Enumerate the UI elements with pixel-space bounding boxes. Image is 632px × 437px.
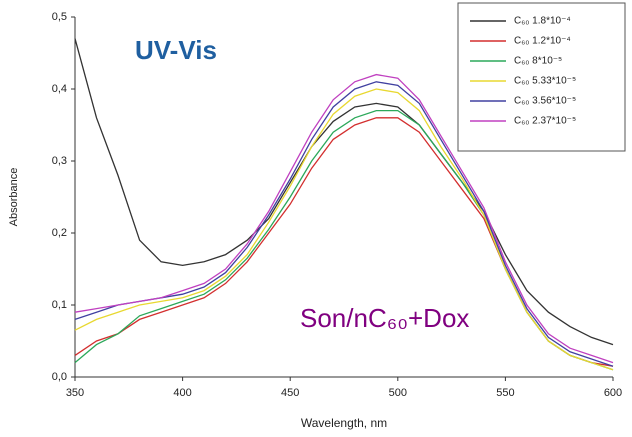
y-tick-label: 0,1 <box>52 299 67 311</box>
x-tick-label: 550 <box>496 387 514 399</box>
series-line <box>74 73 614 364</box>
legend-label: C₆₀ 2.37*10⁻⁵ <box>514 116 576 127</box>
x-tick-label: 500 <box>389 387 407 399</box>
legend-box <box>457 2 626 152</box>
y-axis-label: Absorbance <box>8 168 20 227</box>
series-line <box>74 88 614 371</box>
x-tick-label: 450 <box>281 387 299 399</box>
legend-label: C₆₀ 8*10⁻⁵ <box>514 56 562 67</box>
legend-label: C₆₀ 1.8*10⁻⁴ <box>514 16 571 27</box>
x-tick-label: 350 <box>66 387 84 399</box>
legend-label: C₆₀ 3.56*10⁻⁵ <box>514 96 576 107</box>
x-tick-label: 600 <box>604 387 622 399</box>
y-tick-label: 0,5 <box>52 11 67 23</box>
x-axis-label: Wavelength, nm <box>301 416 387 430</box>
legend-label: C₆₀ 5.33*10⁻⁵ <box>514 76 576 87</box>
series-line <box>74 38 614 346</box>
title-annotation: UV-Vis <box>135 35 217 65</box>
y-tick-label: 0,2 <box>52 227 67 239</box>
y-tick-label: 0,0 <box>52 371 67 383</box>
y-tick-label: 0,3 <box>52 155 67 167</box>
x-tick-label: 400 <box>173 387 191 399</box>
y-tick-label: 0,4 <box>52 83 67 95</box>
sample-annotation: Son/nC₆₀+Dox <box>300 303 469 333</box>
legend-label: C₆₀ 1.2*10⁻⁴ <box>514 36 571 47</box>
legend: C₆₀ 1.8*10⁻⁴ C₆₀ 1.2*10⁻⁴ C₆₀ 8*10⁻⁵ C₆₀ 5.… <box>457 2 626 152</box>
